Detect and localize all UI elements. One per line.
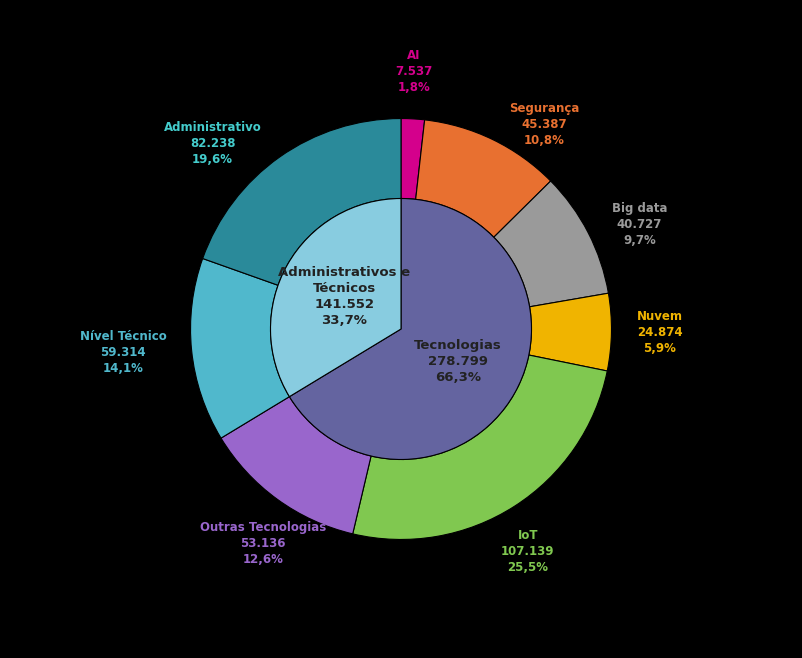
Wedge shape (290, 199, 532, 459)
Text: Administrativo
82.238
19,6%: Administrativo 82.238 19,6% (164, 121, 261, 166)
Text: Tecnologias
278.799
66,3%: Tecnologias 278.799 66,3% (414, 338, 502, 384)
Text: Nível Técnico
59.314
14,1%: Nível Técnico 59.314 14,1% (79, 330, 167, 374)
Text: Nuvem
24.874
5,9%: Nuvem 24.874 5,9% (637, 310, 683, 355)
Text: Administrativos e
Técnicos
141.552
33,7%: Administrativos e Técnicos 141.552 33,7% (278, 266, 410, 328)
Wedge shape (270, 199, 401, 397)
Wedge shape (221, 397, 371, 534)
Text: Segurança
45.387
10,8%: Segurança 45.387 10,8% (508, 102, 579, 147)
Wedge shape (353, 355, 607, 540)
Wedge shape (494, 181, 609, 307)
Wedge shape (529, 293, 611, 371)
Text: Big data
40.727
9,7%: Big data 40.727 9,7% (611, 203, 667, 247)
Wedge shape (401, 118, 425, 199)
Wedge shape (191, 259, 290, 438)
Text: Outras Tecnologias
53.136
12,6%: Outras Tecnologias 53.136 12,6% (200, 521, 326, 567)
Wedge shape (415, 120, 551, 238)
Text: IoT
107.139
25,5%: IoT 107.139 25,5% (501, 529, 554, 574)
Wedge shape (203, 118, 401, 286)
Text: AI
7.537
1,8%: AI 7.537 1,8% (395, 49, 432, 93)
